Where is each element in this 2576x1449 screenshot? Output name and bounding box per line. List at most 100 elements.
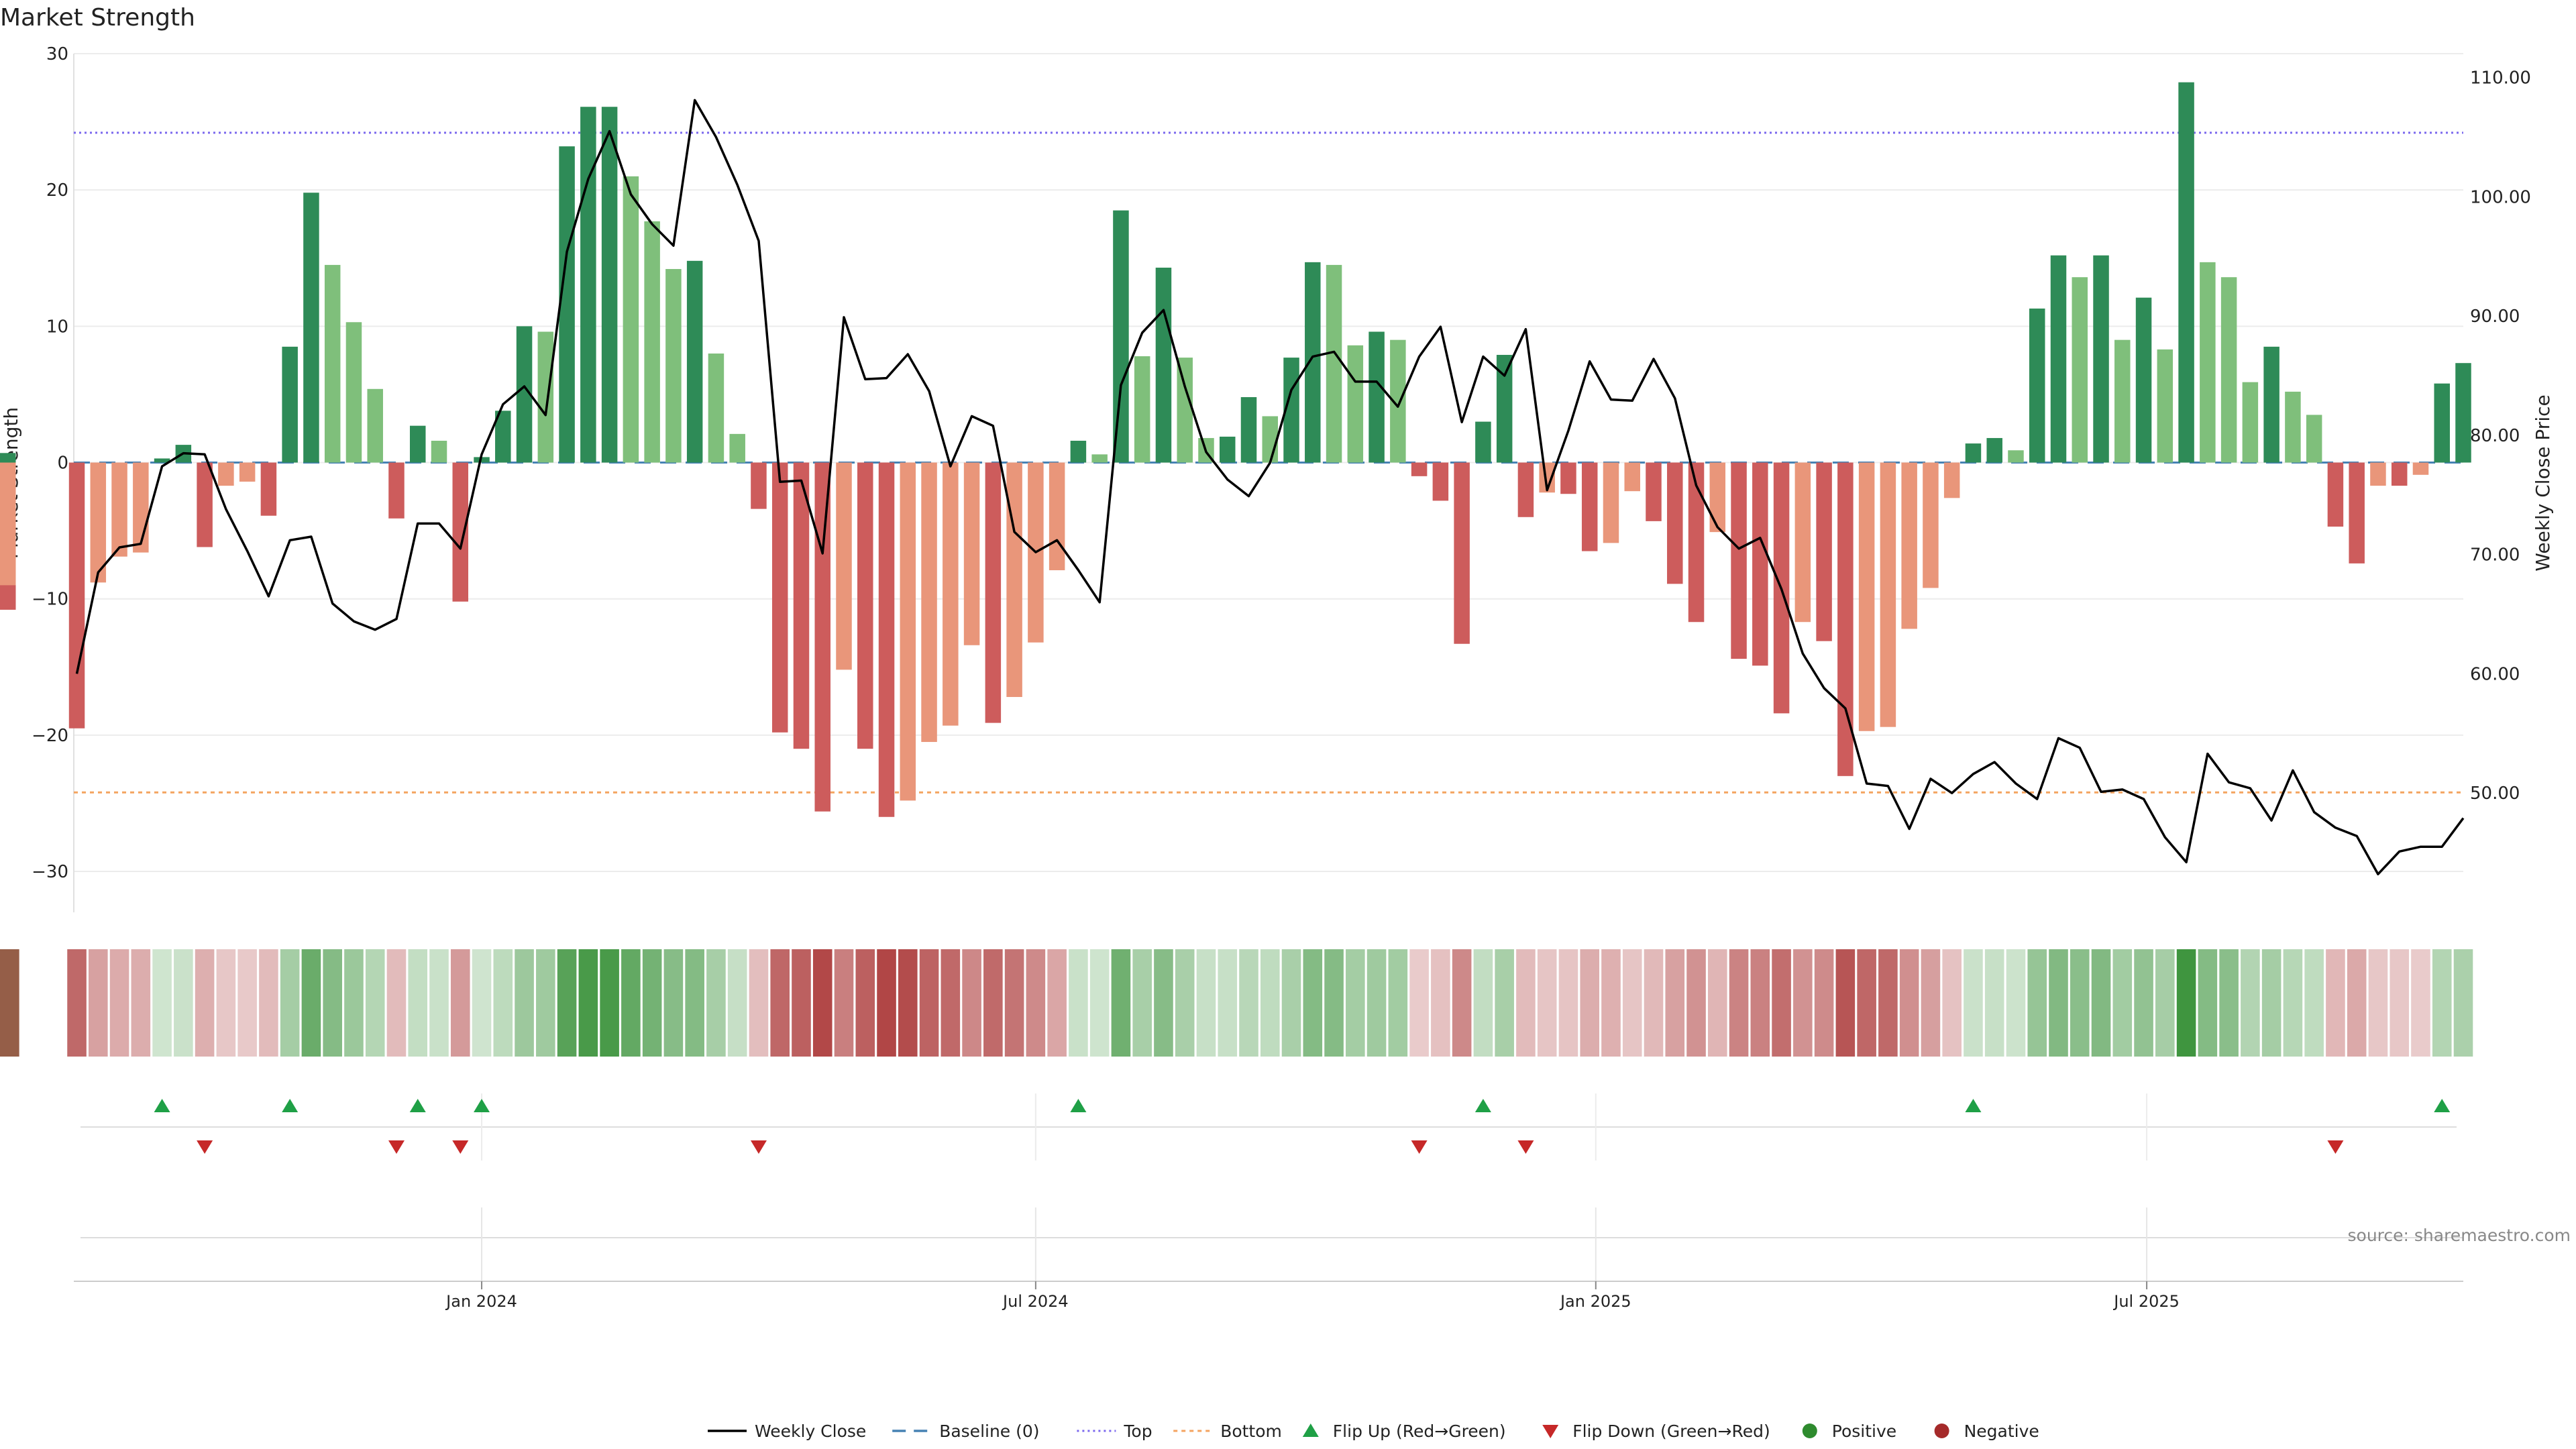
flip-down-marker	[197, 1140, 213, 1154]
flip-signal-panel	[80, 1093, 2463, 1281]
strength-bar	[1006, 462, 1022, 697]
strength-bar	[1070, 441, 1087, 463]
strength-bar	[1134, 356, 1150, 463]
legend-negative-swatch	[1934, 1424, 1949, 1438]
heat-cell	[344, 949, 364, 1057]
heat-cell	[67, 949, 87, 1057]
legend-flip-up-label: Flip Up (Red→Green)	[1333, 1421, 1506, 1441]
heat-cell	[1835, 949, 1856, 1057]
strength-bar	[1880, 462, 1896, 727]
strength-bar	[452, 462, 469, 602]
legend-bottom-label: Bottom	[1220, 1421, 1282, 1441]
heat-cell	[472, 949, 492, 1057]
heat-cell	[1473, 949, 1493, 1057]
strength-bar	[1390, 339, 1406, 463]
y-tick-label-left: 30	[46, 44, 68, 64]
strength-bar	[409, 425, 426, 463]
strength-bar	[2220, 277, 2237, 463]
y-tick-label-left: −20	[32, 726, 68, 746]
heat-cell	[1984, 949, 2004, 1057]
flip-up-marker	[409, 1099, 426, 1112]
legend-positive-label: Positive	[1832, 1421, 1896, 1441]
heat-cell	[919, 949, 939, 1057]
strength-bar	[1965, 443, 1982, 463]
strength-bar	[2327, 462, 2344, 527]
strength-bar	[239, 462, 256, 482]
heat-cell	[2304, 949, 2324, 1057]
strength-bar	[1943, 462, 1960, 498]
heat-cell	[2112, 949, 2133, 1057]
heat-cell	[1004, 949, 1024, 1057]
heat-cell	[621, 949, 641, 1057]
strength-bar	[2391, 462, 2408, 486]
heat-cell	[2368, 949, 2388, 1057]
strength-bar	[1240, 397, 1257, 463]
strength-bar	[260, 462, 277, 516]
heat-cell	[152, 949, 172, 1057]
strength-bar	[1646, 462, 1662, 521]
legend-positive-swatch	[1802, 1424, 1817, 1438]
heat-cell	[727, 949, 747, 1057]
legend-top-label: Top	[1123, 1421, 1152, 1441]
heat-cell	[1431, 949, 1450, 1057]
heat-cell	[216, 949, 236, 1057]
flip-down-marker	[750, 1140, 767, 1154]
heat-cell	[386, 949, 407, 1057]
heat-cell	[663, 949, 684, 1057]
heat-cell	[1750, 949, 1770, 1057]
heat-cell	[1281, 949, 1301, 1057]
heat-cell	[642, 949, 662, 1057]
heat-cell	[1814, 949, 1834, 1057]
strength-bar	[580, 107, 596, 463]
strength-bar	[2050, 255, 2067, 463]
strength-heat-strip	[0, 949, 2473, 1057]
strength-bar	[878, 462, 895, 817]
strength-bar	[1986, 437, 2002, 463]
heat-cell	[2049, 949, 2068, 1057]
heat-cell	[515, 949, 534, 1057]
strength-bar	[1667, 462, 1683, 584]
chart-title: Market Strength	[0, 4, 195, 32]
strength-bar	[90, 462, 107, 583]
heat-cell	[1665, 949, 1685, 1057]
y-tick-label-right: 90.00	[2470, 307, 2520, 327]
heat-cell	[1089, 949, 1110, 1057]
heat-cell	[0, 949, 19, 1057]
heat-cell	[237, 949, 257, 1057]
legend-negative-label: Negative	[1964, 1421, 2039, 1441]
strength-bar	[2178, 82, 2194, 463]
strength-bar	[495, 411, 511, 463]
heat-cell	[280, 949, 300, 1057]
strength-bar	[1326, 264, 1342, 463]
strength-bar	[1347, 345, 1364, 463]
heat-cell	[408, 949, 428, 1057]
strength-bar	[1539, 462, 1555, 493]
strength-bar	[2434, 383, 2450, 463]
heat-cell	[1324, 949, 1344, 1057]
strength-bar	[1454, 462, 1470, 644]
heat-cell	[536, 949, 555, 1057]
heat-cell	[323, 949, 342, 1057]
heat-cell	[2390, 949, 2410, 1057]
strength-bar	[1837, 462, 1854, 776]
heat-cell	[2155, 949, 2175, 1057]
y-tick-label-left: 10	[46, 317, 68, 337]
heat-cell	[983, 949, 1003, 1057]
heat-cell	[1069, 949, 1088, 1057]
strength-bar	[324, 264, 341, 463]
strength-bar	[751, 462, 767, 509]
heat-cell	[2432, 949, 2452, 1057]
flip-up-marker	[2434, 1099, 2451, 1112]
y-tick-label-right: 80.00	[2470, 426, 2520, 446]
flip-up-marker	[1070, 1099, 1087, 1112]
heat-cell	[1239, 949, 1258, 1057]
strength-bar	[1688, 462, 1705, 623]
flip-down-marker	[452, 1140, 469, 1154]
strength-bar	[1901, 462, 1917, 629]
heat-cell	[0, 949, 19, 1057]
flip-up-marker	[474, 1099, 490, 1112]
heat-cell	[1686, 949, 1706, 1057]
strength-bar	[1624, 462, 1640, 492]
strength-bar	[154, 458, 170, 463]
strength-bar	[644, 221, 660, 463]
